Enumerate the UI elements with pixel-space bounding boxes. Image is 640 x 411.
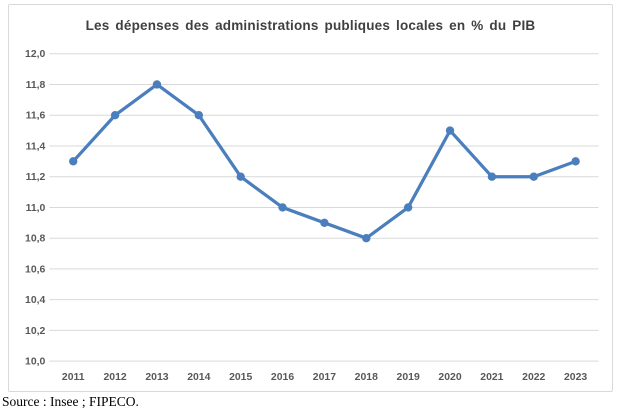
y-tick-label: 10,4 xyxy=(25,295,46,306)
x-tick-label: 2012 xyxy=(103,372,126,383)
y-tick-label: 11,0 xyxy=(26,203,46,214)
data-point-marker xyxy=(571,157,580,166)
data-point-marker xyxy=(445,126,455,135)
x-tick-label: 2020 xyxy=(438,372,461,383)
x-tick-label: 2018 xyxy=(355,372,378,383)
x-tick-label: 2011 xyxy=(62,372,85,383)
x-tick-label: 2021 xyxy=(480,372,503,383)
x-tick-label: 2022 xyxy=(522,372,545,383)
data-point-marker xyxy=(362,234,371,243)
x-tick-label: 2017 xyxy=(313,372,336,383)
x-tick-label: 2023 xyxy=(564,372,587,383)
x-tick-label: 2019 xyxy=(397,372,420,383)
chart-title: Les dépenses des administrations publiqu… xyxy=(85,18,536,33)
y-tick-label: 10,2 xyxy=(25,326,46,337)
data-point-marker xyxy=(110,111,120,120)
data-point-marker xyxy=(529,172,538,181)
series-line xyxy=(71,82,578,240)
x-tick-label: 2015 xyxy=(229,372,252,383)
source-note: Source : Insee ; FIPECO. xyxy=(2,394,139,409)
data-point-marker xyxy=(69,157,78,166)
x-tick-label: 2016 xyxy=(271,372,294,383)
y-tick-label: 11,8 xyxy=(26,80,46,91)
data-point-marker xyxy=(278,203,287,212)
y-tick-label: 10,6 xyxy=(25,264,46,275)
data-point-marker xyxy=(487,172,497,181)
plot-area: 10,0 10,2 10,4 10,6 10,8 11,0 11,2 11,4 11,6 11,8… xyxy=(25,49,599,383)
data-point-marker xyxy=(152,80,162,89)
y-tick-label: 11,6 xyxy=(26,111,46,122)
y-tick-label: 10,8 xyxy=(25,234,46,245)
y-tick-label: 12,0 xyxy=(25,49,46,60)
chart: Les dépenses des administrations publiqu… xyxy=(8,4,613,392)
data-point-marker xyxy=(236,172,245,181)
data-point-marker xyxy=(194,111,204,120)
data-point-marker xyxy=(320,218,329,227)
y-tick-label: 10,0 xyxy=(25,357,46,368)
data-point-marker xyxy=(403,203,413,212)
x-tick-label: 2014 xyxy=(187,372,210,383)
x-tick-label: 2013 xyxy=(145,372,168,383)
y-tick-label: 11,4 xyxy=(26,141,46,152)
y-tick-label: 11,2 xyxy=(26,172,46,183)
